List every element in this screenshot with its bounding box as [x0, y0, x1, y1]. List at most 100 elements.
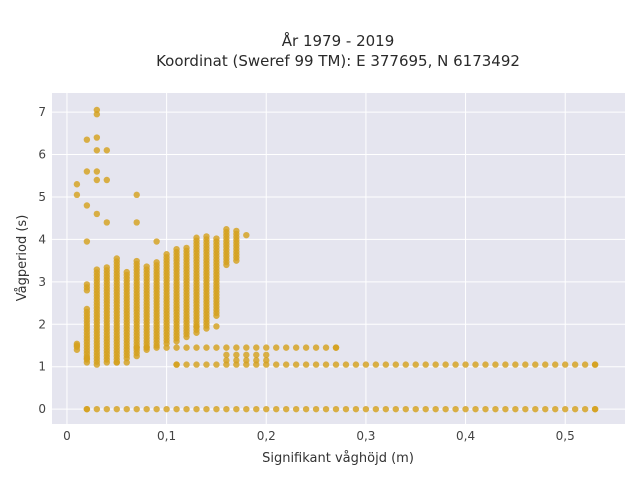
data-point [542, 361, 549, 368]
data-point [372, 361, 380, 368]
data-point [282, 405, 290, 413]
data-point [292, 405, 300, 413]
data-point [103, 219, 111, 226]
data-point [342, 361, 350, 368]
data-point [143, 263, 150, 270]
data-point [571, 405, 579, 413]
y-tick-label: 5 [38, 190, 46, 204]
data-point [472, 361, 479, 368]
chart-title-line2: Koordinat (Sweref 99 TM): E 377695, N 61… [156, 52, 520, 70]
data-point [552, 405, 559, 413]
data-point [362, 361, 370, 368]
data-point [103, 176, 111, 184]
data-point [312, 344, 320, 351]
x-tick-label: 0,2 [257, 429, 276, 443]
data-point [432, 361, 439, 368]
data-point [332, 405, 340, 413]
data-point [422, 361, 429, 368]
data-point [282, 361, 290, 368]
data-point [173, 245, 180, 253]
data-point [591, 405, 599, 413]
data-point [522, 405, 529, 413]
data-point [133, 191, 140, 199]
data-point [243, 405, 250, 413]
data-point [432, 405, 439, 413]
y-tick-label: 6 [38, 148, 46, 162]
data-point [263, 351, 270, 359]
data-point [233, 405, 240, 413]
data-point [492, 405, 499, 413]
x-axis-label: Signifikant våghöjd (m) [262, 451, 414, 466]
data-point [83, 202, 91, 209]
data-point [362, 405, 370, 413]
data-points [73, 106, 599, 413]
data-point [243, 231, 250, 239]
data-point [123, 268, 130, 276]
data-point [83, 355, 91, 362]
data-point [263, 357, 270, 364]
data-point [183, 405, 190, 413]
data-point [93, 147, 101, 154]
data-point [412, 405, 419, 413]
data-point [472, 405, 479, 413]
data-point [253, 357, 260, 364]
data-point [223, 357, 230, 364]
x-axis-ticks: 0 0,1 0,2 0,3 0,4 0,5 [63, 429, 575, 443]
data-point [113, 405, 120, 413]
data-point [133, 219, 140, 226]
data-point [442, 405, 449, 413]
data-point [233, 357, 240, 364]
y-tick-label: 0 [38, 402, 46, 416]
y-tick-label: 7 [38, 105, 46, 119]
y-axis-label: Vågperiod (s) [15, 215, 30, 302]
x-tick-label: 0,3 [356, 429, 375, 443]
data-point [213, 405, 220, 413]
data-point [412, 361, 419, 368]
data-point [392, 361, 399, 368]
data-point [93, 405, 101, 413]
data-point [372, 405, 380, 413]
data-point [163, 405, 170, 413]
data-point [442, 361, 449, 368]
data-point [312, 405, 320, 413]
data-point [562, 405, 569, 413]
data-point [233, 351, 240, 359]
data-point [93, 210, 101, 218]
data-point [83, 238, 91, 245]
y-axis-ticks: 0 1 2 3 4 5 6 7 [38, 105, 46, 416]
y-tick-label: 2 [38, 317, 46, 331]
data-point [103, 264, 111, 271]
data-point [332, 344, 340, 351]
data-point [552, 361, 559, 368]
data-point [273, 344, 280, 351]
data-point [243, 344, 250, 351]
data-point [83, 281, 91, 288]
data-point [223, 351, 230, 359]
data-point [113, 255, 120, 262]
data-point [253, 351, 260, 359]
data-point [512, 405, 519, 413]
data-point [502, 361, 509, 368]
data-point [542, 405, 549, 413]
data-point [302, 405, 310, 413]
data-point [512, 361, 519, 368]
data-point [253, 344, 260, 351]
data-point [571, 361, 579, 368]
data-point [153, 405, 160, 413]
data-point [153, 259, 160, 266]
data-point [382, 361, 390, 368]
data-point [223, 344, 230, 351]
data-point [183, 361, 190, 368]
data-point [93, 134, 101, 141]
data-point [193, 234, 200, 241]
data-point [203, 233, 210, 240]
data-point [352, 361, 360, 368]
data-point [73, 342, 81, 349]
data-point [562, 361, 569, 368]
data-point [103, 405, 111, 413]
data-point [123, 405, 130, 413]
data-point [402, 405, 409, 413]
data-point [133, 405, 140, 413]
data-point [213, 344, 220, 351]
